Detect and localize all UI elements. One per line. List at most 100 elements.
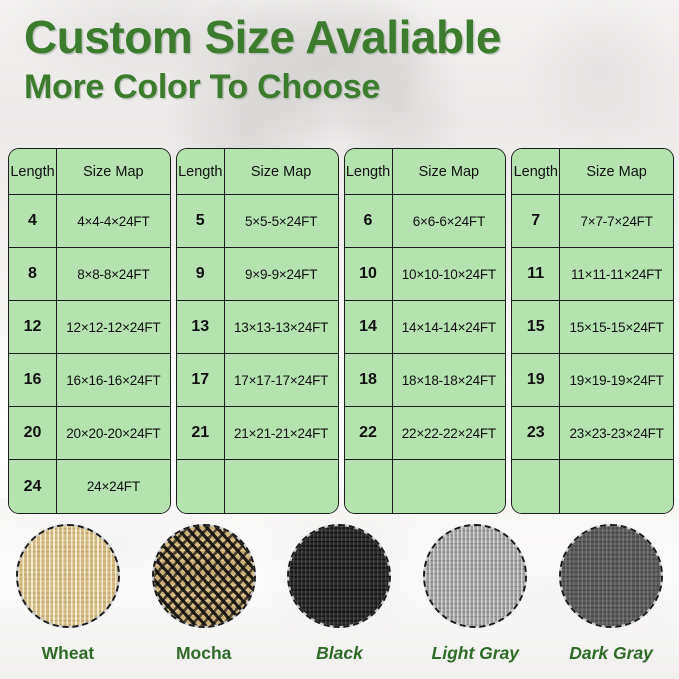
cell-size-map: 11×11-11×24FT [560,248,673,301]
table-header-row: Length Size Map [9,149,170,195]
cell-length: 13 [176,301,225,354]
table-row: 16 16×16-16×24FT [9,354,170,407]
table-row: 12 12×12-12×24FT [9,301,170,354]
cell-size-map: 22×22-22×24FT [392,407,506,460]
cell-length: 8 [9,248,57,301]
table-row: 23 23×23-23×24FT [512,407,673,460]
fabric-weave-texture [289,526,390,626]
color-swatch-item[interactable]: Black [272,524,408,664]
fabric-swatch-circle[interactable] [15,524,120,628]
fabric-weave-texture [17,526,118,626]
cell-size-map [560,460,673,513]
fabric-weave-texture [425,526,526,626]
column-header-size-map: Size Map [392,149,506,195]
table-row: 10 10×10-10×24FT [344,248,506,301]
cell-size-map: 18×18-18×24FT [392,354,506,407]
cell-size-map: 16×16-16×24FT [57,354,170,407]
table-row: 8 8×8-8×24FT [9,248,170,301]
color-swatch-item[interactable]: Wheat [0,524,136,664]
cell-length: 14 [344,301,393,354]
table-row: 14 14×14-14×24FT [344,301,506,354]
cell-length: 11 [512,248,561,301]
page-title: Custom Size Avaliable [24,11,501,63]
fabric-weave-texture [561,526,662,626]
table-row: 24 24×24FT [9,460,170,513]
cell-size-map: 8×8-8×24FT [57,248,170,301]
color-swatch-label: Wheat [41,643,95,663]
table-row: 9 9×9-9×24FT [176,248,338,301]
cell-size-map: 12×12-12×24FT [57,301,170,354]
size-tables-container: Length Size Map 4 4×4-4×24FT 8 8×8-8×24FT 12 12… [8,148,674,514]
table-row: 6 6×6-6×24FT [344,195,506,248]
cell-length: 24 [9,460,57,513]
cell-size-map: 15×15-15×24FT [560,301,673,354]
cell-size-map: 20×20-20×24FT [57,407,170,460]
fabric-weave-texture [153,526,254,626]
cell-length: 9 [176,248,225,301]
color-swatch-label: Dark Gray [569,643,653,663]
fabric-swatch-circle[interactable] [423,524,528,628]
heading-block: Custom Size Avaliable More Color To Choo… [0,0,679,106]
cell-size-map [224,460,338,513]
table-row [512,460,673,513]
column-header-length: Length [176,149,225,195]
table-header-row: Length Size Map [512,149,673,195]
color-swatch-label: Black [316,643,363,663]
color-swatches-container: Wheat Mocha Black Light Gray Dark Gray [0,524,679,664]
cell-length: 10 [344,248,393,301]
cell-size-map [392,460,506,513]
size-table: Length Size Map 6 6×6-6×24FT 10 10×10-10×24FT… [343,148,507,514]
cell-size-map: 23×23-23×24FT [560,407,673,460]
cell-size-map: 24×24FT [57,460,170,513]
cell-size-map: 14×14-14×24FT [392,301,506,354]
color-swatch-item[interactable]: Dark Gray [543,524,679,664]
color-swatch-item[interactable]: Light Gray [407,524,543,664]
cell-length: 18 [344,354,393,407]
cell-length: 20 [9,407,57,460]
page-subtitle: More Color To Choose [24,67,381,106]
cell-size-map: 13×13-13×24FT [224,301,338,354]
cell-length: 23 [512,407,561,460]
cell-size-map: 6×6-6×24FT [392,195,506,248]
table-row: 13 13×13-13×24FT [176,301,338,354]
table-row: 18 18×18-18×24FT [344,354,506,407]
fabric-swatch-circle[interactable] [287,524,392,628]
cell-length: 12 [9,301,57,354]
size-table: Length Size Map 4 4×4-4×24FT 8 8×8-8×24FT 12 12… [8,148,171,514]
cell-length: 15 [512,301,561,354]
cell-length: 5 [176,195,225,248]
table-row: 4 4×4-4×24FT [9,195,170,248]
cell-size-map: 10×10-10×24FT [392,248,506,301]
column-header-size-map: Size Map [560,149,673,195]
size-table: Length Size Map 7 7×7-7×24FT 11 11×11-11×24FT… [511,148,674,514]
table-row: 17 17×17-17×24FT [176,354,338,407]
color-swatch-item[interactable]: Mocha [136,524,272,664]
cell-size-map: 7×7-7×24FT [560,195,673,248]
cell-size-map: 9×9-9×24FT [224,248,338,301]
cell-length: 7 [512,195,561,248]
cell-length: 19 [512,354,561,407]
cell-length: 4 [9,195,57,248]
cell-size-map: 19×19-19×24FT [560,354,673,407]
color-swatch-label: Light Gray [431,643,520,663]
cell-length [176,460,225,513]
table-row [176,460,338,513]
fabric-swatch-circle[interactable] [151,524,256,628]
table-row: 7 7×7-7×24FT [512,195,673,248]
color-swatch-label: Mocha [175,643,232,663]
table-row: 22 22×22-22×24FT [344,407,506,460]
table-row [344,460,506,513]
cell-size-map: 21×21-21×24FT [224,407,338,460]
fabric-swatch-circle[interactable] [559,524,664,628]
table-row: 20 20×20-20×24FT [9,407,170,460]
column-header-length: Length [344,149,393,195]
cell-length: 22 [344,407,393,460]
cell-size-map: 5×5-5×24FT [224,195,338,248]
column-header-size-map: Size Map [224,149,338,195]
cell-length: 21 [176,407,225,460]
cell-length: 16 [9,354,57,407]
cell-length: 6 [344,195,393,248]
table-row: 11 11×11-11×24FT [512,248,673,301]
table-row: 19 19×19-19×24FT [512,354,673,407]
